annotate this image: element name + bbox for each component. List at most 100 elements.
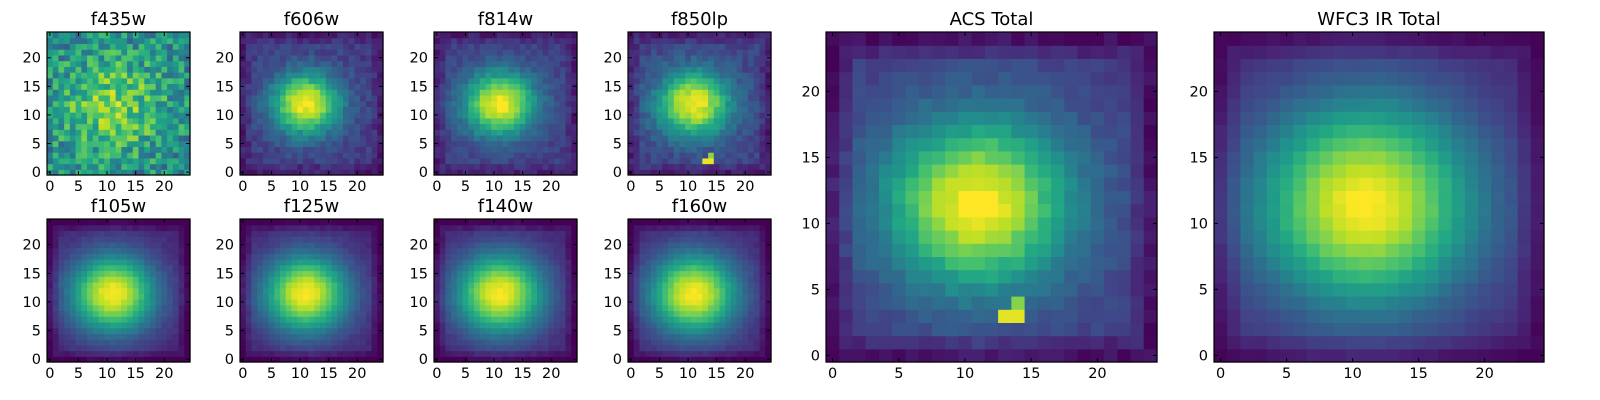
heatmap-cell	[132, 112, 140, 119]
heatmap-cell	[377, 129, 384, 136]
heatmap-cell	[696, 60, 703, 67]
heatmap-cell	[730, 37, 738, 45]
heatmap-cell	[633, 157, 641, 165]
heatmap-cell	[285, 339, 293, 346]
heatmap-cell	[342, 49, 350, 56]
heatmap-cell	[280, 66, 287, 73]
heatmap-cell	[167, 230, 174, 237]
heatmap-cell	[274, 100, 281, 107]
heatmap-cell	[468, 253, 475, 260]
heatmap-cell	[47, 253, 54, 260]
heatmap-cell	[81, 100, 88, 107]
heatmap-cell	[650, 327, 658, 334]
heatmap-cell	[155, 350, 162, 357]
heatmap-cell	[167, 219, 174, 226]
heatmap-cell	[542, 140, 549, 147]
axes-frame	[239, 31, 384, 176]
heatmap-cell	[75, 117, 82, 125]
heatmap-cell	[525, 304, 532, 312]
heatmap-cell	[508, 276, 515, 283]
heatmap-cell	[167, 241, 174, 249]
heatmap-cell	[542, 83, 549, 90]
heatmap-cell	[708, 287, 715, 294]
heatmap-cell	[462, 293, 469, 300]
heatmap-cell	[514, 157, 521, 165]
heatmap-cell	[331, 327, 338, 334]
heatmap-cell	[645, 316, 652, 323]
heatmap-cell	[161, 134, 168, 142]
heatmap-cell	[98, 236, 105, 243]
heatmap-cell	[514, 83, 521, 90]
heatmap-cell	[633, 49, 641, 56]
heatmap-cell	[736, 140, 743, 147]
heatmap-cell	[172, 241, 180, 249]
heatmap-cell	[285, 350, 293, 357]
heatmap-cell	[52, 344, 60, 352]
heatmap-cell	[138, 287, 145, 294]
heatmap-cell	[662, 66, 669, 73]
heatmap-cell	[69, 299, 77, 306]
heatmap-cell	[554, 129, 561, 136]
heatmap-cell	[167, 94, 174, 102]
heatmap-cell	[115, 72, 122, 79]
heatmap-cell	[456, 321, 464, 329]
heatmap-cell	[439, 37, 447, 45]
heatmap-cell	[456, 37, 464, 45]
heatmap-cell	[308, 350, 315, 357]
heatmap-cell	[138, 123, 145, 130]
heatmap-cell	[542, 117, 549, 125]
heatmap-cell	[342, 281, 350, 289]
heatmap-cell	[656, 276, 663, 283]
heatmap-cell	[759, 350, 766, 357]
heatmap-cell	[325, 299, 333, 306]
heatmap-cell	[531, 339, 538, 346]
heatmap-cell	[75, 66, 82, 73]
heatmap-cell	[75, 83, 82, 90]
heatmap-cell	[525, 66, 532, 73]
heatmap-cell	[58, 230, 65, 237]
heatmap-cell	[371, 219, 378, 226]
heatmap-cell	[245, 157, 253, 165]
heatmap-cell	[87, 344, 94, 352]
heatmap-cell	[725, 339, 732, 346]
heatmap-cell	[679, 106, 686, 113]
heatmap-cell	[519, 236, 527, 243]
heatmap-cell	[645, 37, 652, 45]
heatmap-cell	[342, 316, 350, 323]
panel-title: f125w	[284, 196, 339, 217]
heatmap-cell	[525, 100, 532, 107]
heatmap-cell	[548, 327, 555, 334]
heatmap-cell	[474, 344, 481, 352]
heatmap-cell	[127, 77, 134, 85]
heatmap-cell	[75, 339, 82, 346]
heatmap-cell	[673, 54, 681, 62]
heatmap-cell	[668, 77, 675, 85]
heatmap-cell	[297, 163, 304, 170]
heatmap-cell	[525, 89, 532, 96]
heatmap-cell	[628, 100, 635, 107]
heatmap-cell	[468, 259, 475, 266]
heatmap-cell	[240, 100, 247, 107]
heatmap-cell	[47, 264, 54, 272]
heatmap-cell	[656, 281, 663, 289]
heatmap-cell	[144, 157, 151, 165]
heatmap-cell	[178, 236, 185, 243]
heatmap-cell	[251, 140, 258, 147]
heatmap-cell	[314, 134, 321, 142]
heatmap-cell	[320, 106, 327, 113]
heatmap-cell	[64, 270, 71, 277]
heatmap-cell	[633, 333, 641, 340]
heatmap-cell	[365, 350, 373, 357]
heatmap-cell	[47, 43, 54, 50]
heatmap-cell	[519, 117, 527, 125]
heatmap-cell	[696, 333, 703, 340]
heatmap-cell	[52, 350, 60, 357]
heatmap-cell	[559, 356, 567, 363]
heatmap-cell	[144, 293, 151, 300]
heatmap-cell	[178, 219, 185, 226]
heatmap-cell	[297, 281, 304, 289]
heatmap-cell	[172, 123, 180, 130]
heatmap-cell	[639, 163, 646, 170]
heatmap-cell	[554, 344, 561, 352]
heatmap-cell	[178, 94, 185, 102]
